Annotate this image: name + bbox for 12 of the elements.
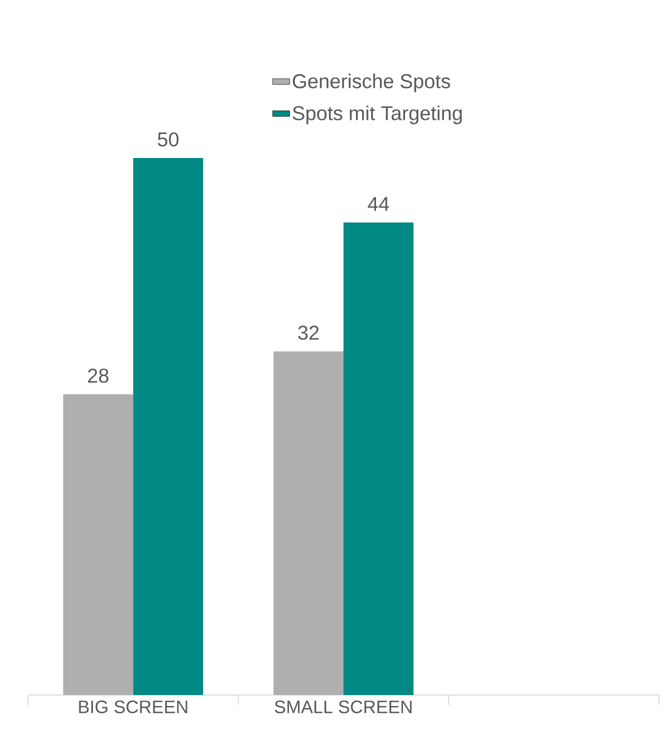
data-label: 32 [298,326,319,340]
data-label: 44 [368,197,390,211]
bar [344,222,414,695]
x-tick-label: BIG SCREEN [79,700,188,714]
x-tick-label: SMALL SCREEN [274,700,412,714]
legend-label: Generische Spots [292,74,450,92]
data-label: 50 [158,132,179,146]
data-label: 28 [88,368,108,383]
bar [133,158,204,695]
bar [63,394,134,695]
legend-label: Spots mit Targeting [292,106,462,124]
bar [274,351,344,695]
